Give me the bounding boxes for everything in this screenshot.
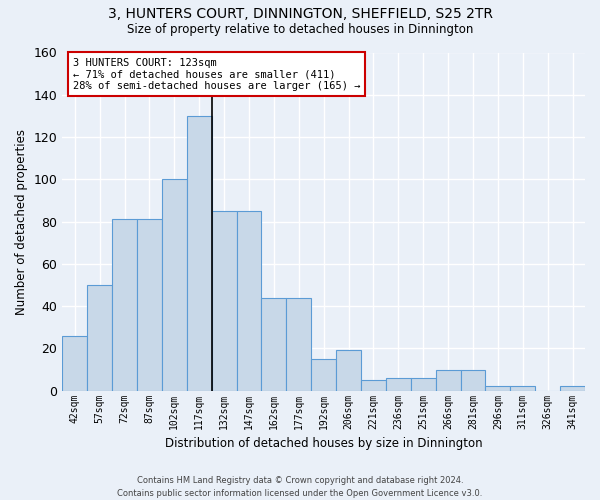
Text: Contains HM Land Registry data © Crown copyright and database right 2024.
Contai: Contains HM Land Registry data © Crown c… — [118, 476, 482, 498]
Bar — [236, 211, 262, 390]
Bar — [461, 370, 485, 390]
Bar — [386, 378, 411, 390]
Bar — [212, 211, 236, 390]
Bar — [162, 180, 187, 390]
X-axis label: Distribution of detached houses by size in Dinnington: Distribution of detached houses by size … — [165, 437, 482, 450]
Bar — [336, 350, 361, 391]
Bar — [511, 386, 535, 390]
Y-axis label: Number of detached properties: Number of detached properties — [15, 128, 28, 314]
Bar — [137, 220, 162, 390]
Bar — [436, 370, 461, 390]
Bar — [311, 359, 336, 390]
Text: 3 HUNTERS COURT: 123sqm
← 71% of detached houses are smaller (411)
28% of semi-d: 3 HUNTERS COURT: 123sqm ← 71% of detache… — [73, 58, 360, 91]
Bar — [62, 336, 87, 390]
Bar — [112, 220, 137, 390]
Bar — [286, 298, 311, 390]
Text: 3, HUNTERS COURT, DINNINGTON, SHEFFIELD, S25 2TR: 3, HUNTERS COURT, DINNINGTON, SHEFFIELD,… — [107, 8, 493, 22]
Bar — [187, 116, 212, 390]
Bar — [485, 386, 511, 390]
Bar — [411, 378, 436, 390]
Bar — [262, 298, 286, 390]
Bar — [361, 380, 386, 390]
Text: Size of property relative to detached houses in Dinnington: Size of property relative to detached ho… — [127, 22, 473, 36]
Bar — [87, 285, 112, 391]
Bar — [560, 386, 585, 390]
